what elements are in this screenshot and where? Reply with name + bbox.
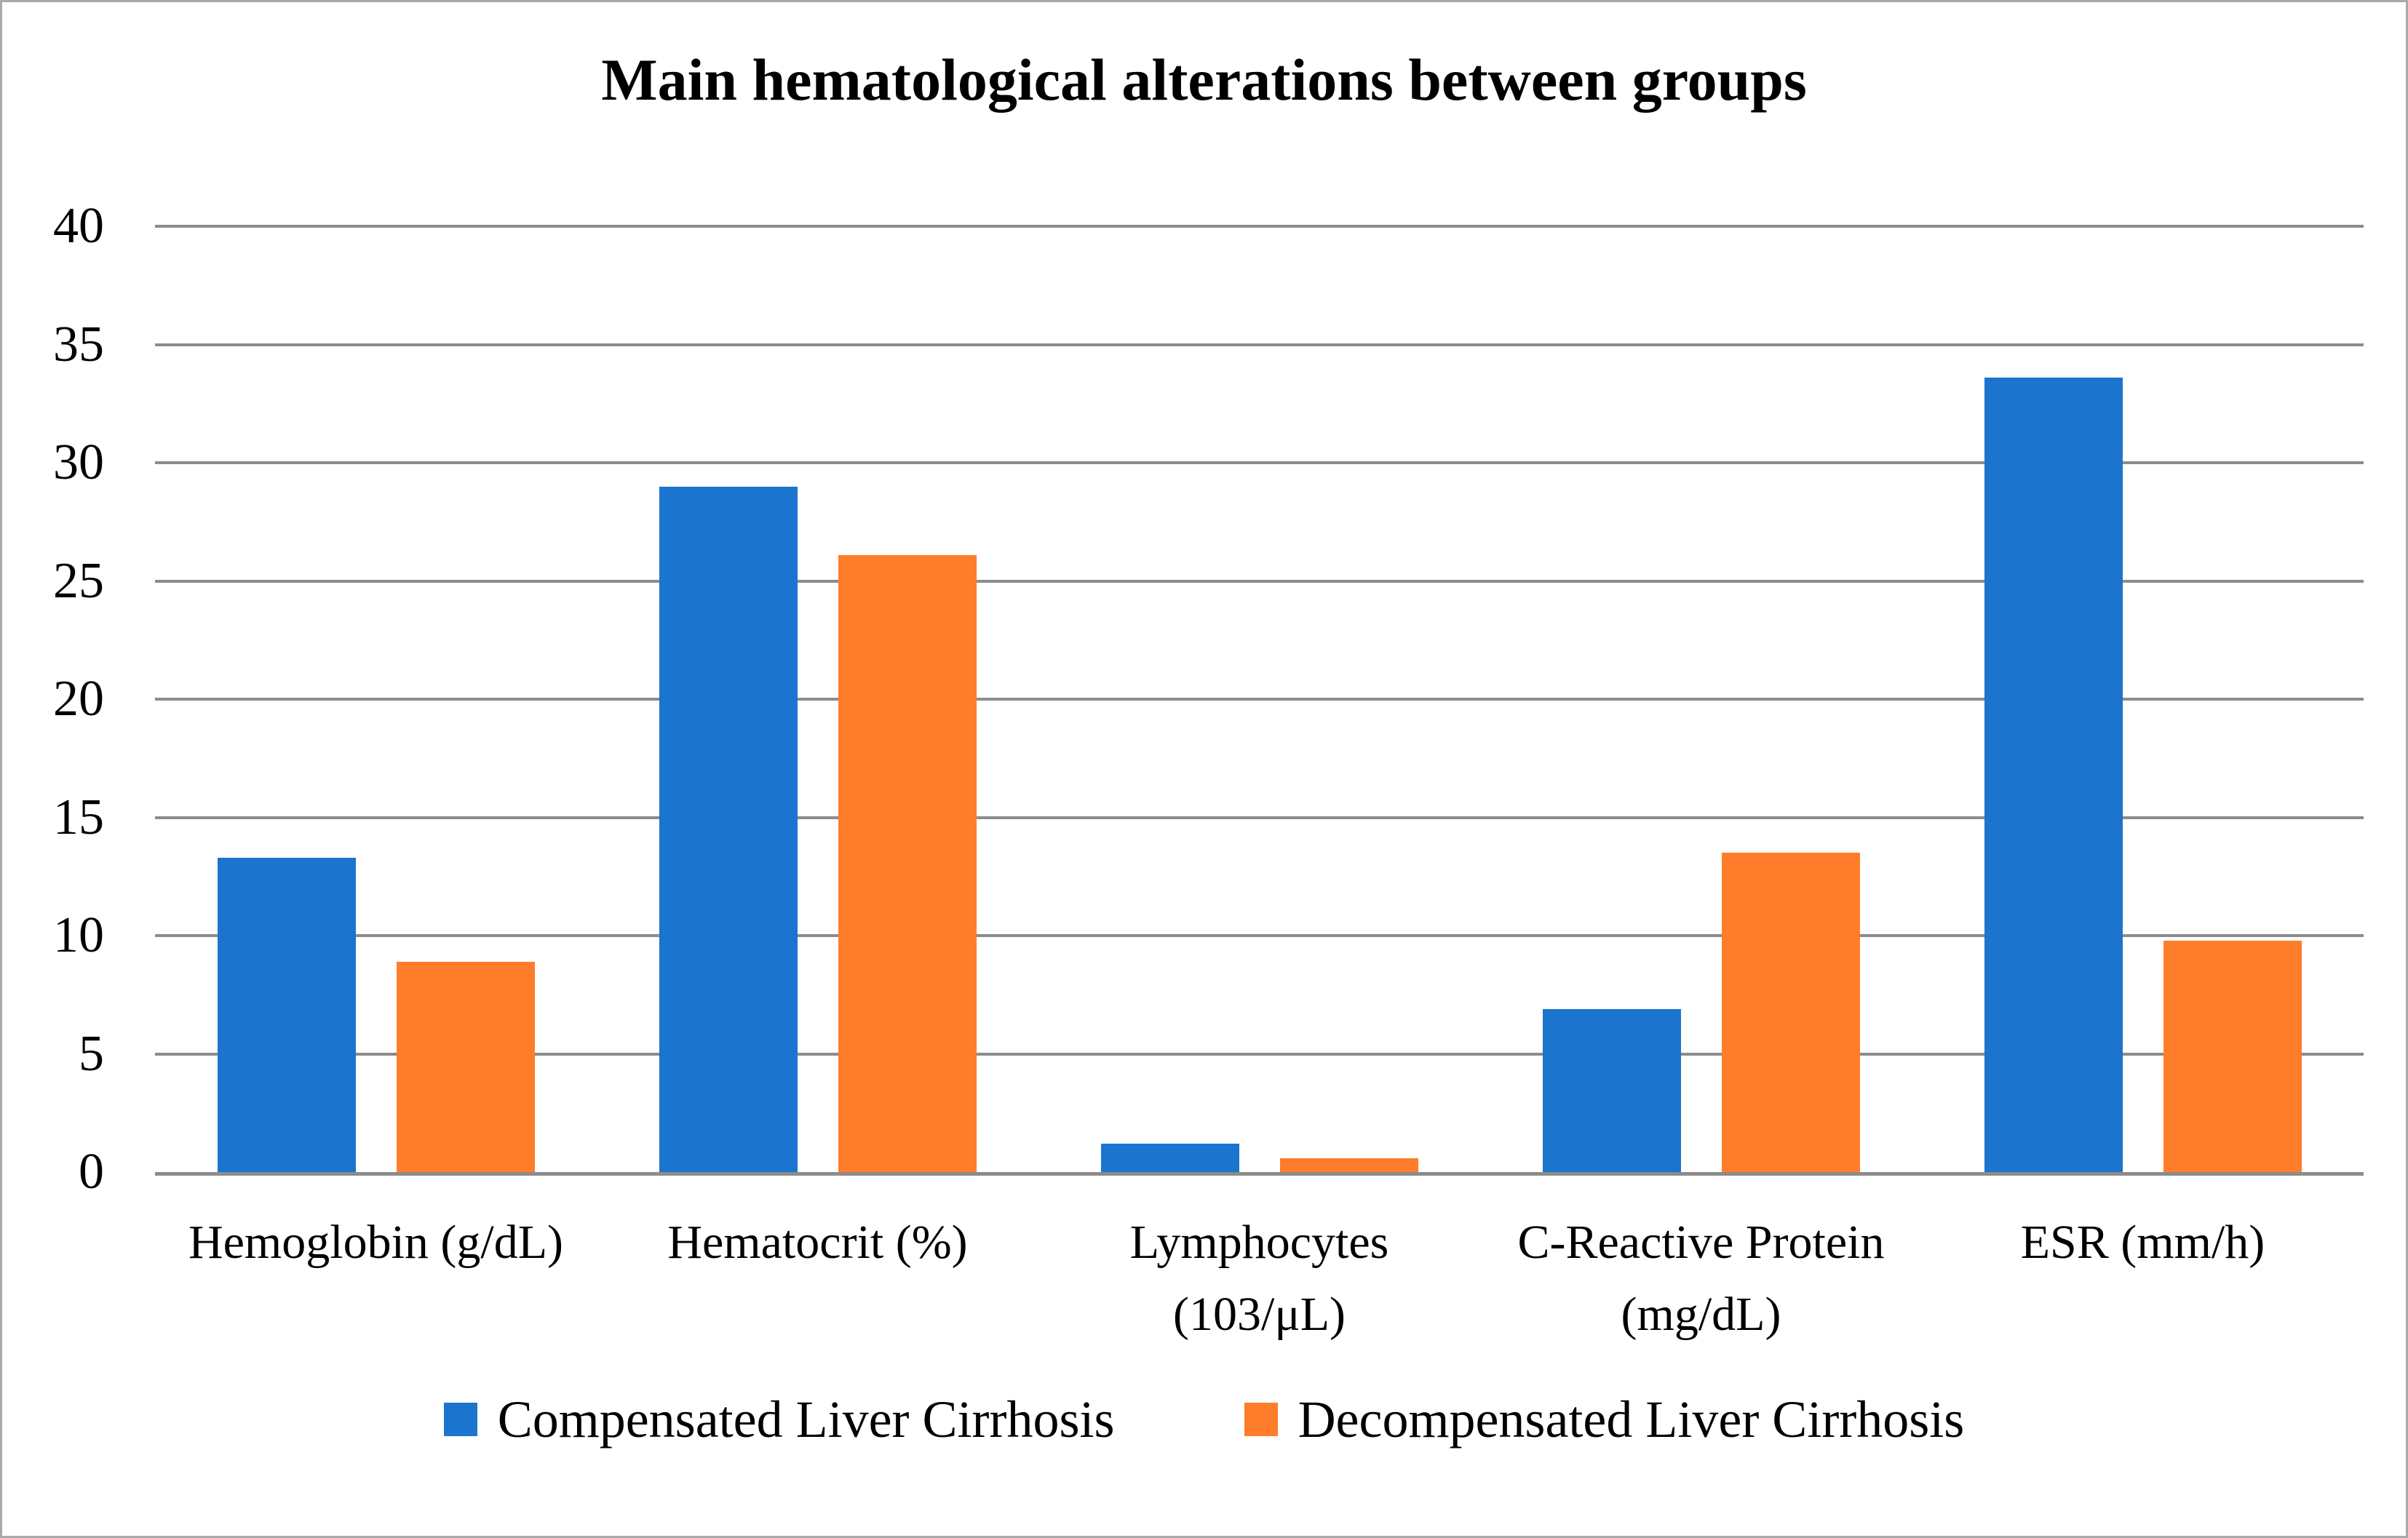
bar-decompensated-liver-cirrhosis-hemoglobin-g-dl [396,961,535,1172]
legend-item-decompensated-liver-cirrhosis: Decompensated Liver Cirrhosis [1244,1388,1965,1451]
legend-label: Compensated Liver Cirrhosis [497,1390,1115,1449]
bar-compensated-liver-cirrhosis-c-reactive-protein-mg-dl [1542,1008,1681,1172]
bar-group-lymphocytes-103-l [1038,226,1480,1172]
bar-group-hemoglobin-g-dl [155,226,597,1172]
x-axis-label-line: ESR (mm/h) [2020,1216,2265,1269]
y-tick-label-10: 10 [53,907,104,963]
x-axis-label-esr-mm-h: ESR (mm/h) [1922,1206,2364,1350]
bar-decompensated-liver-cirrhosis-hematocrit [838,554,977,1172]
x-axis-label-lymphocytes-103-l: Lymphocytes (103/μL) [1038,1206,1480,1350]
x-axis-labels: Hemoglobin (g/dL) Hematocrit (%) Lymphocyt… [155,1206,2364,1350]
bar-compensated-liver-cirrhosis-esr-mm-h [1984,378,2123,1172]
gridline-y-35 [155,343,2364,346]
legend-swatch-icon [1244,1403,1278,1437]
x-axis-label-line: C-Reactive Protein [1517,1216,1885,1269]
bar-compensated-liver-cirrhosis-hematocrit [659,486,798,1172]
bar-compensated-liver-cirrhosis-lymphocytes-103-l [1100,1144,1239,1172]
gridline-y-10 [155,934,2364,937]
y-tick-label-25: 25 [53,552,104,609]
gridline-y-20 [155,698,2364,701]
bar-compensated-liver-cirrhosis-hemoglobin-g-dl [217,857,356,1172]
x-axis-label-c-reactive-protein-mg-dl: C-Reactive Protein (mg/dL) [1480,1206,1922,1350]
bar-decompensated-liver-cirrhosis-lymphocytes-103-l [1279,1158,1418,1172]
bar-groups [155,226,2364,1172]
x-axis-label-hemoglobin-g-dl: Hemoglobin (g/dL) [155,1206,597,1350]
bar-group-hematocrit [597,226,1038,1172]
gridline-y-40 [155,225,2364,228]
y-tick-label-40: 40 [53,198,104,254]
x-axis-label-line: Hemoglobin (g/dL) [188,1216,564,1269]
x-axis-label-line: Lymphocytes [1129,1216,1389,1269]
plot-area: 0 5 10 15 20 25 30 35 40 [53,201,2364,1198]
bar-group-c-reactive-protein-mg-dl [1480,226,1922,1172]
legend-swatch-icon [443,1403,477,1437]
y-tick-label-35: 35 [53,316,104,372]
bar-group-esr-mm-h [1922,226,2364,1172]
y-tick-label-0: 0 [79,1144,104,1200]
x-axis-label-hematocrit: Hematocrit (%) [597,1206,1038,1350]
chart-title: Main hematological alterations between g… [601,47,1807,113]
bar-decompensated-liver-cirrhosis-c-reactive-protein-mg-dl [1721,853,1860,1172]
legend-label: Decompensated Liver Cirrhosis [1298,1390,1965,1449]
legend: Compensated Liver Cirrhosis Decompensated… [2,1388,2406,1451]
y-tick-label-15: 15 [53,789,104,845]
gridline-y-5 [155,1052,2364,1056]
y-tick-label-30: 30 [53,434,104,490]
legend-item-compensated-liver-cirrhosis: Compensated Liver Cirrhosis [443,1388,1115,1451]
x-axis-label-line: (mg/dL) [1621,1288,1781,1341]
gridline-y-25 [155,579,2364,583]
bar-decompensated-liver-cirrhosis-esr-mm-h [2163,940,2302,1172]
y-tick-label-5: 5 [79,1025,104,1082]
x-axis-label-line: (103/μL) [1173,1288,1346,1341]
y-tick-label-20: 20 [53,671,104,727]
x-axis-label-line: Hematocrit (%) [667,1216,968,1269]
gridline-y-15 [155,816,2364,819]
gridline-y-30 [155,461,2364,464]
